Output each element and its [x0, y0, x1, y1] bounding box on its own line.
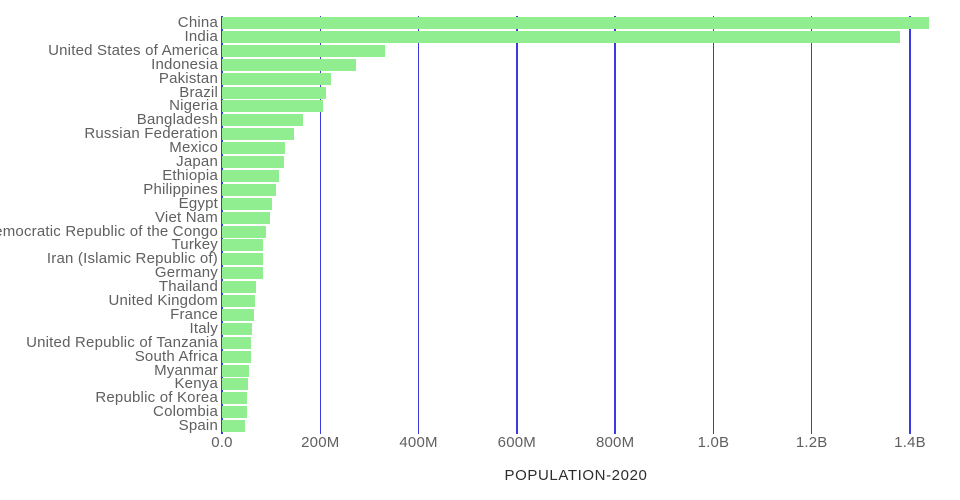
x-tick-label: 1.4B — [894, 434, 926, 451]
y-axis-label: Italy — [189, 319, 218, 337]
y-axis-label: Japan — [176, 153, 218, 170]
bar[interactable] — [222, 308, 255, 321]
x-axis-title: POPULATION-2020 — [504, 467, 648, 484]
y-axis-label: France — [170, 305, 218, 323]
bar[interactable] — [222, 364, 249, 377]
bar[interactable] — [222, 420, 245, 433]
bar[interactable] — [222, 30, 901, 43]
gridline — [810, 16, 813, 434]
bar[interactable] — [222, 281, 257, 294]
y-axis-label: Republic of Korea — [95, 389, 218, 407]
y-axis-label: Colombia — [153, 403, 218, 421]
y-axis-label: Mexico — [169, 139, 218, 157]
bar[interactable] — [222, 114, 303, 127]
bar[interactable] — [222, 350, 252, 363]
bar[interactable] — [222, 142, 286, 155]
y-axis-label: South Africa — [134, 347, 218, 365]
bar[interactable] — [222, 406, 247, 419]
bar[interactable] — [222, 225, 267, 238]
y-axis-label: Nigeria — [169, 97, 218, 115]
bar[interactable] — [222, 156, 285, 168]
y-axis-label: Democratic Republic of the Congo — [0, 222, 218, 240]
bar[interactable] — [222, 86, 327, 99]
bar[interactable] — [222, 58, 357, 71]
x-tick-label: 1.0B — [697, 434, 730, 451]
y-axis-label: United States of America — [48, 41, 218, 59]
bar[interactable] — [222, 197, 273, 210]
y-axis-label: United Republic of Tanzania — [26, 333, 218, 351]
bar[interactable] — [222, 378, 249, 391]
bar[interactable] — [222, 392, 248, 405]
y-axis-label: Bangladesh — [136, 111, 218, 129]
x-tick-label: 1.2B — [795, 434, 828, 451]
bar[interactable] — [222, 239, 264, 252]
gridline — [909, 16, 911, 434]
bar[interactable] — [222, 72, 331, 85]
y-axis-label: Pakistan — [158, 69, 218, 87]
gridline — [712, 16, 715, 434]
gridline — [614, 16, 616, 434]
gridline — [417, 16, 420, 434]
y-axis-label: Thailand — [158, 278, 218, 296]
x-tick-label: 600M — [497, 434, 536, 451]
y-axis-label: Spain — [178, 417, 218, 435]
bar[interactable] — [222, 253, 264, 266]
y-axis-label: Myanmar — [154, 361, 218, 379]
y-axis-label: China — [177, 14, 218, 31]
bar[interactable] — [222, 211, 270, 224]
y-axis-label: Egypt — [178, 194, 218, 212]
y-axis-label: Germany — [154, 264, 218, 282]
y-axis-label: Viet Nam — [154, 208, 218, 226]
y-axis-label: India — [184, 27, 218, 45]
y-axis-label: Brazil — [179, 83, 218, 101]
bar[interactable] — [222, 295, 256, 307]
y-axis-label: United Kingdom — [108, 292, 218, 309]
x-tick-label: 400M — [399, 434, 438, 451]
bar[interactable] — [222, 267, 264, 280]
bar[interactable] — [222, 169, 279, 182]
bar[interactable] — [222, 44, 385, 57]
bar[interactable] — [222, 128, 294, 141]
y-axis-label: Indonesia — [151, 55, 218, 73]
gridline — [516, 16, 518, 434]
bar[interactable] — [222, 17, 930, 29]
y-axis-label: Iran (Islamic Republic of) — [46, 250, 218, 268]
bar[interactable] — [222, 100, 324, 113]
x-tick-label: 800M — [595, 434, 635, 451]
x-tick-label: 0.0 — [211, 434, 233, 451]
bar[interactable] — [222, 183, 276, 196]
y-axis-label: Kenya — [174, 375, 218, 393]
y-axis-label: Philippines — [143, 180, 218, 198]
bar[interactable] — [222, 336, 252, 349]
gridline — [319, 16, 322, 434]
bar[interactable] — [222, 322, 252, 335]
y-axis-label: Turkey — [171, 236, 218, 254]
x-tick-label: 200M — [301, 434, 340, 451]
y-axis-label: Ethiopia — [162, 166, 218, 184]
gridline — [221, 16, 223, 434]
y-axis-label: Russian Federation — [84, 125, 218, 143]
